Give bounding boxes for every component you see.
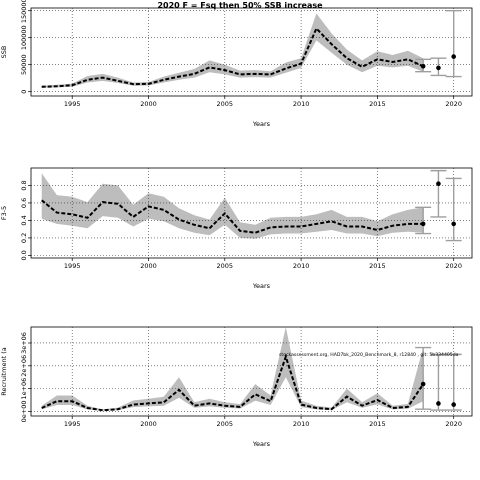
fbar-xtick-label-2005: 2005 [217, 262, 234, 270]
ssb-confidence-band [41, 13, 424, 88]
fbar-xtick-label-2000: 2000 [140, 262, 157, 270]
recruitment-ylabel: Recruitment (a [0, 347, 8, 396]
recruitment-xtick-label-2010: 2010 [293, 420, 310, 428]
recruitment-forecast-point-2019 [436, 401, 441, 406]
ssb-ytick-label-0: 0 [20, 90, 28, 94]
ssb-xtick-label-2010: 2010 [293, 100, 310, 108]
recruitment-forecast-point-2020 [451, 402, 456, 407]
recruitment-forecast-2018 [415, 346, 432, 410]
fbar-estimate-line [41, 199, 424, 234]
recruitment-forecast-2019 [430, 353, 447, 411]
ssb-forecast-point-2020 [451, 54, 456, 59]
recruitment-ytick-label-2: 2e+06 [20, 355, 28, 377]
fbar-xlabel: Years [252, 282, 271, 290]
ssb-xtick-label-2015: 2015 [369, 100, 386, 108]
ssb-xtick-label-2000: 2000 [140, 100, 157, 108]
recruitment-ytick-label-3: 3e+06 [20, 332, 28, 354]
recruitment-ytick-label-1: 1e+06 [20, 378, 28, 400]
ssb-xtick-label-1995: 1995 [64, 100, 81, 108]
ssb-ytick-label-3: 150000 [20, 0, 28, 23]
ssb-forecast-2020 [445, 9, 462, 78]
fbar-forecast-2019 [430, 169, 447, 218]
fbar-xtick-label-1995: 1995 [64, 262, 81, 270]
recruitment-ytick-label-0: 0e+00 [20, 401, 28, 423]
ssb-xlabel: Years [252, 120, 271, 128]
recruitment-xtick-label-2000: 2000 [140, 420, 157, 428]
fbar-ylabel: F3-5 [0, 206, 8, 220]
ssb-forecast-point-2019 [436, 65, 441, 71]
ssb-estimate-line [41, 26, 424, 88]
ssb-forecast-2018 [415, 58, 432, 73]
recruitment-confidence-band [41, 327, 424, 411]
fbar-xtick-label-2020: 2020 [445, 262, 462, 270]
fbar-ytick-label-4: 0.8 [20, 180, 28, 190]
ssb-panel: 1995 2000 2005 2010 2015 2020 0 50000 100000 1500… [0, 0, 473, 128]
ssb-xtick-label-2020: 2020 [445, 100, 462, 108]
recruitment-xtick-label-1995: 1995 [64, 420, 81, 428]
fbar-forecast-2020 [445, 177, 462, 242]
fbar-ytick-label-3: 0.6 [20, 198, 28, 208]
recruitment-forecast-point-2018 [420, 381, 426, 387]
fbar-ytick-label-0: 0.0 [20, 250, 28, 260]
recruitment-panel: 1995 2000 2005 2010 2015 2020 0e+001e+062e+063… [0, 326, 473, 448]
fbar-ytick-label-1: 0.2 [20, 233, 28, 243]
fbar-forecast-point-2018 [420, 221, 426, 227]
fbar-panel: 1995 2000 2005 2010 2015 2020 0.0 0.2 0.4 0.6 0.8 Y… [0, 167, 473, 290]
ssb-ytick-label-1: 50000 [20, 54, 28, 75]
figure-annotation: stockassessment.org, HAD7bk_2020_Benchma… [279, 352, 459, 358]
recruitment-xtick-label-2020: 2020 [445, 420, 462, 428]
recruitment-estimate-line [41, 353, 425, 412]
ssb-plot-frame [30, 7, 473, 97]
recruitment-xtick-label-2015: 2015 [369, 420, 386, 428]
recruitment-xtick-label-2005: 2005 [217, 420, 234, 428]
ssb-forecast-point-2018 [420, 64, 426, 69]
fbar-forecast-point-2020 [451, 221, 456, 227]
fbar-plot-frame [30, 167, 473, 259]
fbar-forecast-2018 [415, 206, 432, 235]
recruitment-plot-frame [30, 326, 473, 417]
fbar-ytick-label-2: 0.4 [20, 215, 28, 225]
ssb-ytick-label-2: 100000 [20, 25, 28, 50]
fbar-xtick-label-2015: 2015 [369, 262, 386, 270]
fbar-xtick-label-2010: 2010 [293, 262, 310, 270]
figure-title: 2020 F = Fsq then 50% SSB increase [157, 1, 323, 10]
recruitment-forecast-2020 [445, 353, 462, 411]
fbar-forecast-point-2019 [436, 181, 441, 187]
ssb-forecast-2019 [430, 57, 447, 77]
ssb-xtick-label-2005: 2005 [217, 100, 234, 108]
recruitment-xlabel: Years [252, 440, 271, 448]
ssb-ylabel: SSB [0, 46, 8, 59]
